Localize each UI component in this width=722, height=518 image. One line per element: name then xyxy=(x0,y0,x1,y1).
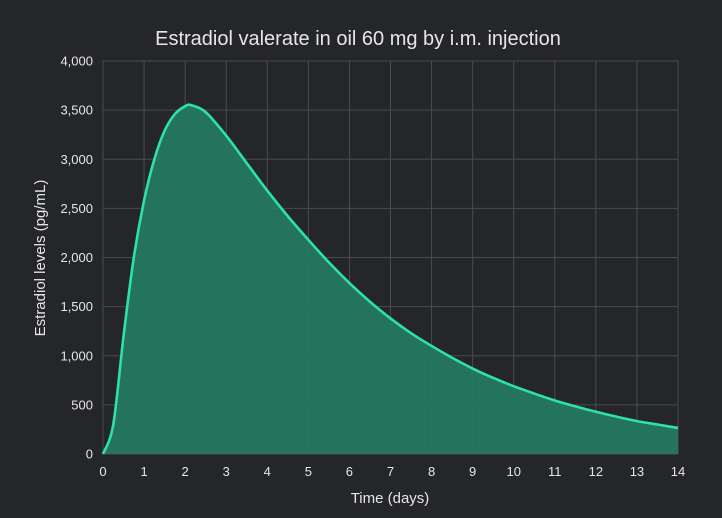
y-tick-label: 3,000 xyxy=(60,152,93,167)
x-tick-label: 8 xyxy=(428,464,435,479)
y-axis-label: Estradiol levels (pg/mL) xyxy=(32,180,49,337)
y-tick-label: 0 xyxy=(86,447,93,462)
x-tick-label: 7 xyxy=(387,464,394,479)
x-tick-label: 12 xyxy=(589,464,603,479)
series-line xyxy=(101,103,679,455)
series-area xyxy=(103,104,678,455)
y-tick-label: 1,000 xyxy=(60,348,93,363)
x-tick-label: 9 xyxy=(469,464,476,479)
x-tick-label: 11 xyxy=(548,464,562,479)
x-tick-label: 6 xyxy=(346,464,353,479)
tick-labels: 0 1 2 3 4 5 6 7 8 9 10 11 12 13 1405001,0001,5002,0002… xyxy=(60,54,685,480)
x-axis-label: Time (days) xyxy=(351,490,430,507)
x-tick-label: 5 xyxy=(305,464,312,479)
y-tick-label: 1,500 xyxy=(60,299,93,314)
y-tick-label: 500 xyxy=(71,397,93,412)
x-tick-label: 10 xyxy=(506,464,520,479)
y-tick-label: 2,000 xyxy=(60,250,93,265)
y-tick-label: 4,000 xyxy=(60,54,93,69)
plot-area xyxy=(101,103,679,455)
x-tick-label: 3 xyxy=(223,464,230,479)
y-tick-label: 3,500 xyxy=(60,103,93,118)
x-tick-label: 0 xyxy=(99,464,106,479)
x-tick-label: 4 xyxy=(264,464,271,479)
y-tick-label: 2,500 xyxy=(60,201,93,216)
x-tick-label: 1 xyxy=(140,464,147,479)
x-tick-label: 2 xyxy=(182,464,189,479)
x-tick-label: 13 xyxy=(630,464,644,479)
chart-title: Estradiol valerate in oil 60 mg by i.m. … xyxy=(155,28,561,50)
x-tick-label: 14 xyxy=(671,464,685,479)
